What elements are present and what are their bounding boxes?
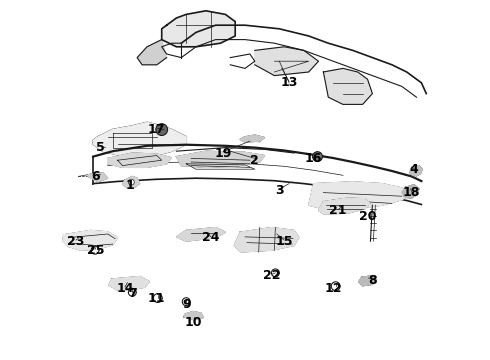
Text: 2: 2 (250, 154, 259, 167)
Text: 11: 11 (148, 292, 166, 305)
Circle shape (91, 246, 99, 254)
Circle shape (156, 124, 168, 135)
Text: 8: 8 (368, 274, 377, 287)
Polygon shape (402, 185, 419, 198)
Text: 25: 25 (87, 244, 104, 257)
Text: 12: 12 (324, 282, 342, 294)
Text: 23: 23 (67, 235, 85, 248)
Polygon shape (410, 166, 422, 176)
Circle shape (128, 179, 134, 185)
Text: 3: 3 (275, 184, 284, 197)
Circle shape (153, 294, 162, 302)
Polygon shape (318, 198, 370, 214)
Polygon shape (63, 230, 118, 250)
Text: 10: 10 (185, 316, 202, 329)
Text: 13: 13 (280, 76, 298, 89)
Polygon shape (234, 228, 299, 252)
Text: 24: 24 (202, 231, 220, 244)
Polygon shape (108, 153, 172, 167)
Text: 20: 20 (359, 210, 376, 222)
Polygon shape (162, 11, 235, 47)
Text: 21: 21 (329, 204, 347, 217)
Polygon shape (359, 276, 376, 286)
Polygon shape (137, 40, 167, 65)
Text: 5: 5 (96, 141, 105, 154)
Polygon shape (109, 276, 149, 290)
Text: 17: 17 (148, 123, 166, 136)
Polygon shape (88, 173, 108, 182)
Text: 7: 7 (128, 287, 137, 300)
Polygon shape (309, 182, 412, 209)
Polygon shape (122, 176, 140, 188)
Text: 9: 9 (182, 298, 191, 311)
Text: 14: 14 (116, 282, 134, 294)
Text: 19: 19 (214, 147, 232, 159)
Circle shape (182, 298, 190, 306)
Circle shape (128, 288, 136, 296)
Text: 6: 6 (91, 170, 100, 183)
Polygon shape (93, 122, 186, 155)
Polygon shape (255, 47, 318, 76)
Text: 18: 18 (403, 186, 420, 199)
Polygon shape (176, 228, 225, 241)
Text: 1: 1 (125, 179, 134, 192)
Polygon shape (323, 68, 372, 104)
Text: 16: 16 (305, 152, 322, 165)
Text: 15: 15 (275, 235, 293, 248)
Text: 22: 22 (263, 269, 281, 282)
Polygon shape (240, 135, 265, 142)
Circle shape (331, 282, 340, 291)
Circle shape (271, 269, 279, 277)
Circle shape (313, 152, 322, 162)
Text: 4: 4 (410, 163, 418, 176)
Polygon shape (176, 151, 265, 167)
Polygon shape (184, 311, 203, 320)
